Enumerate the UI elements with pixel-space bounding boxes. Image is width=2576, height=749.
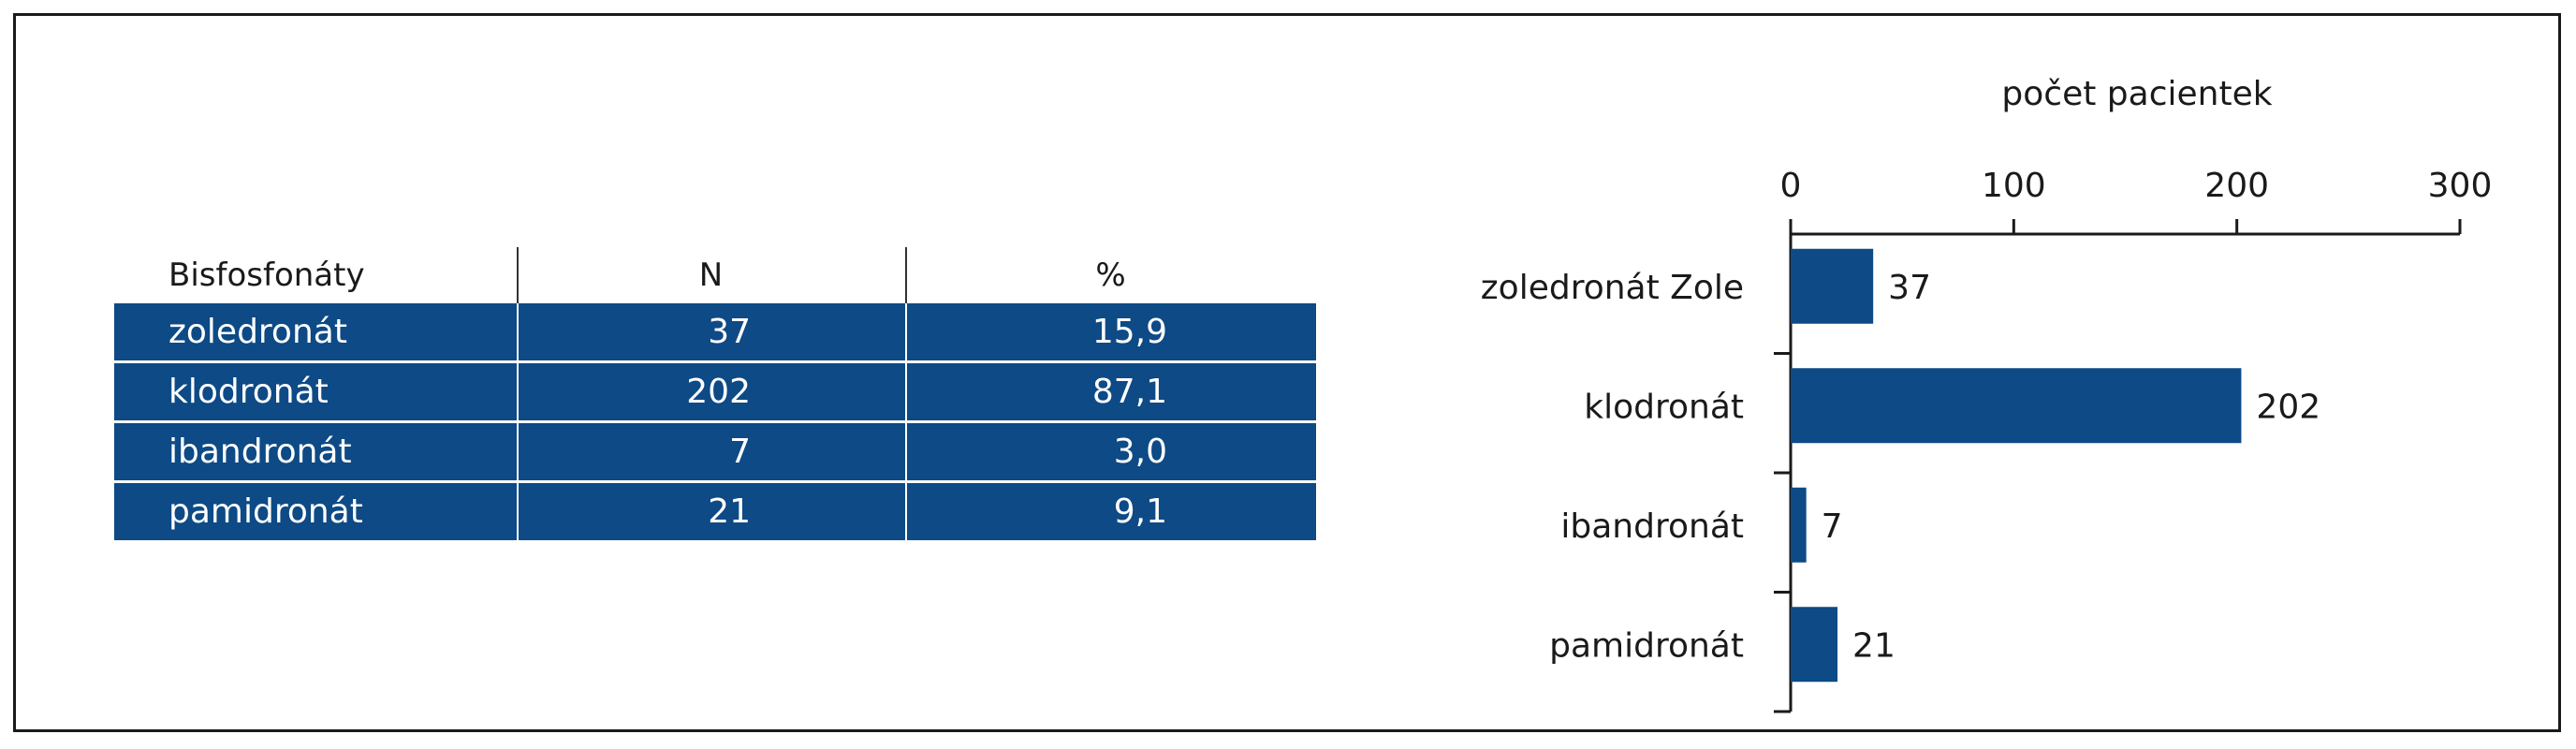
row-count: 21 <box>708 492 751 531</box>
row-divider <box>905 363 907 423</box>
category-label: pamidronát <box>1549 626 1744 665</box>
row-percent: 15,9 <box>1091 313 1167 351</box>
bar <box>1791 607 1838 683</box>
row-divider <box>905 303 907 363</box>
row-percent: 9,1 <box>1113 492 1167 531</box>
header-divider <box>905 247 907 303</box>
header-percent: % <box>1095 257 1126 294</box>
row-divider <box>517 483 519 543</box>
bar <box>1791 248 1874 324</box>
row-drug-name: klodronát <box>168 373 329 411</box>
data-label: 202 <box>2256 388 2320 426</box>
chart-title: počet pacientek <box>2001 75 2272 113</box>
table-row: ibandronát 7 3,0 <box>114 423 1316 483</box>
figure-frame <box>13 13 2561 732</box>
x-tick-label: 200 <box>2204 167 2269 205</box>
category-label: zoledronát Zole <box>1481 269 1744 307</box>
row-percent: 3,0 <box>1113 433 1167 471</box>
x-tick-label: 0 <box>1780 167 1802 205</box>
data-label: 7 <box>1822 507 1843 546</box>
bar <box>1791 368 2242 444</box>
table-header: Bisfosfonáty N % <box>114 247 1316 303</box>
header-divider <box>517 247 519 303</box>
row-count: 7 <box>729 433 751 471</box>
bars: zoledronát Zole 37 klodronát 202 ibandronát 7… <box>1481 248 2320 683</box>
row-drug-name: zoledronát <box>168 313 347 351</box>
row-percent: 87,1 <box>1091 373 1167 411</box>
header-n: N <box>698 257 724 294</box>
row-divider <box>517 303 519 363</box>
row-divider <box>517 423 519 483</box>
category-label: klodronát <box>1584 388 1744 426</box>
bisphosphonate-table: Bisfosfonáty N % zoledronát 37 15,9 klod… <box>114 247 1316 543</box>
data-label: 21 <box>1852 626 1895 665</box>
header-bisfosfonaty: Bisfosfonáty <box>168 257 365 294</box>
row-drug-name: pamidronát <box>168 492 363 531</box>
table-row: zoledronát 37 15,9 <box>114 303 1316 363</box>
category-label: ibandronát <box>1560 507 1744 546</box>
row-count: 37 <box>708 313 751 351</box>
row-divider <box>905 423 907 483</box>
table-row: pamidronát 21 9,1 <box>114 483 1316 543</box>
row-divider <box>517 363 519 423</box>
row-drug-name: ibandronát <box>168 433 352 471</box>
x-tick-label: 100 <box>1982 167 2046 205</box>
x-tick-label: 300 <box>2428 167 2493 205</box>
data-label: 37 <box>1888 269 1931 307</box>
row-count: 202 <box>686 373 751 411</box>
table-row: klodronát 202 87,1 <box>114 363 1316 423</box>
row-divider <box>905 483 907 543</box>
bar <box>1791 487 1807 563</box>
